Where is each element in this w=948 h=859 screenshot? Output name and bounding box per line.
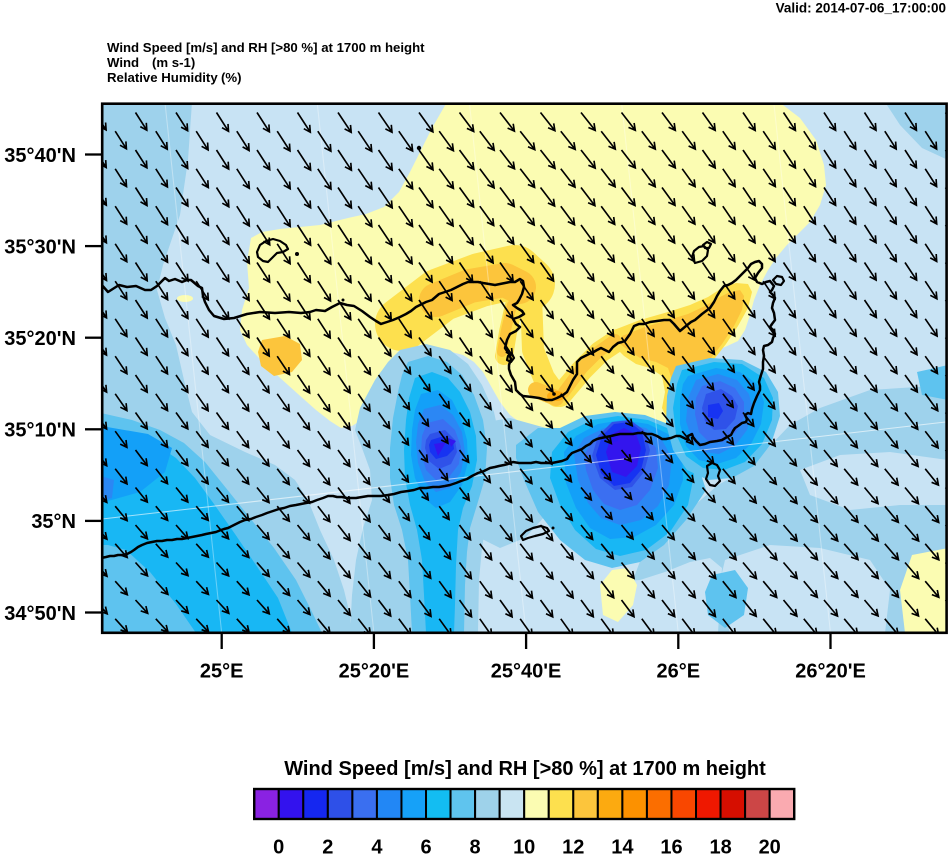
svg-text:Valid: 2014-07-06_17:00:00: Valid: 2014-07-06_17:00:00 — [776, 1, 946, 16]
svg-text:4: 4 — [371, 837, 383, 854]
svg-text:35°N: 35°N — [31, 511, 76, 533]
svg-text:Wind Speed [m/s] and RH [>80 %: Wind Speed [m/s] and RH [>80 %] at 1700 … — [107, 40, 425, 55]
svg-text:(%): (%) — [221, 70, 242, 85]
svg-text:18: 18 — [709, 837, 731, 854]
svg-text:0: 0 — [273, 837, 284, 854]
svg-text:Wind: Wind — [107, 55, 139, 70]
svg-text:12: 12 — [562, 837, 584, 854]
svg-text:10: 10 — [513, 837, 535, 854]
svg-text:25°E: 25°E — [200, 661, 244, 683]
svg-text:26°20'E: 26°20'E — [795, 661, 866, 683]
svg-text:8: 8 — [470, 837, 481, 854]
svg-text:26°E: 26°E — [657, 661, 701, 683]
svg-text:20: 20 — [759, 837, 781, 854]
svg-text:35°20'N: 35°20'N — [4, 328, 76, 350]
svg-text:(m s-1): (m s-1) — [152, 55, 195, 70]
svg-text:Wind Speed [m/s] and RH [>80 %: Wind Speed [m/s] and RH [>80 %] at 1700 … — [284, 758, 766, 780]
svg-text:34°50'N: 34°50'N — [4, 603, 76, 625]
svg-text:25°40'E: 25°40'E — [491, 661, 562, 683]
svg-text:Relative Humidity: Relative Humidity — [107, 70, 218, 85]
svg-text:35°40'N: 35°40'N — [4, 145, 76, 167]
svg-text:16: 16 — [660, 837, 682, 854]
svg-text:35°10'N: 35°10'N — [4, 420, 76, 442]
svg-text:2: 2 — [322, 837, 333, 854]
svg-text:25°20'E: 25°20'E — [339, 661, 410, 683]
svg-text:14: 14 — [611, 837, 634, 854]
svg-text:35°30'N: 35°30'N — [4, 236, 76, 258]
svg-text:6: 6 — [420, 837, 431, 854]
